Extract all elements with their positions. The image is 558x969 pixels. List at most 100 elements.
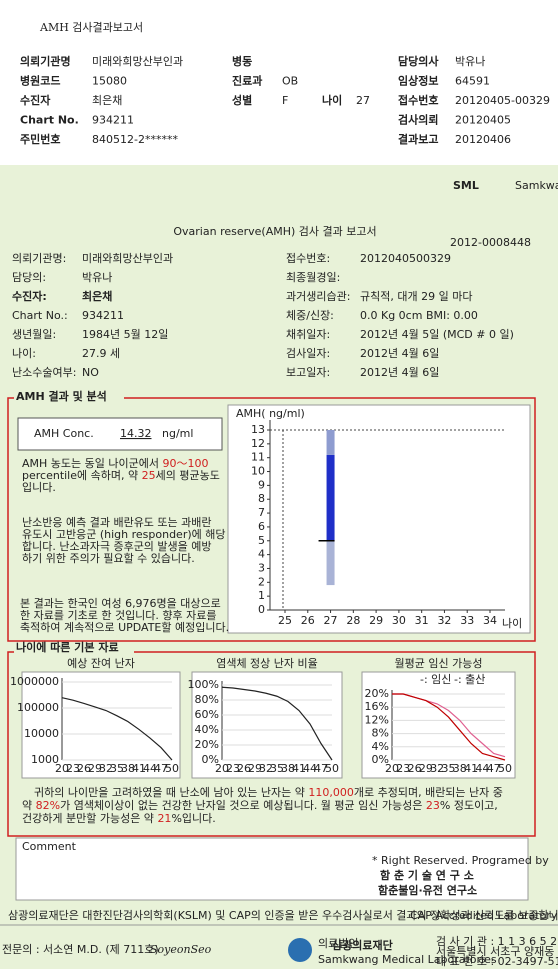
x-tick-label: 26 — [77, 762, 91, 775]
org-en: Samkwang Medical Laboratories — [318, 953, 497, 966]
x-tick-label: 32 — [430, 762, 444, 775]
field-label: 의뢰기관명: — [12, 252, 66, 265]
text-line: 난소반응 예측 결과 배란유도 또는 과배란 — [22, 516, 212, 529]
analysis-box — [7, 397, 536, 642]
legend-entry: -: 임신 — [420, 673, 451, 686]
text-piece: 세의 평균농도 — [156, 469, 220, 482]
field-value: 규칙적, 대개 29 일 마다 — [360, 289, 472, 303]
curve — [61, 697, 173, 761]
y-tick-label: 12% — [365, 713, 389, 726]
field-value: 64591 — [455, 75, 490, 88]
field-label: 결과보고 — [398, 132, 438, 146]
text-piece: 귀하의 나이만을 고려하였을 때 난소에 남아 있는 난자는 약 — [34, 785, 308, 799]
report-title: Ovarian reserve(AMH) 검사 결과 보고서 — [173, 225, 376, 238]
text-line: 하기 위한 주의가 필요할 수 있습니다. — [22, 551, 195, 565]
signature: SoyeonSeo — [150, 943, 212, 956]
heading-bg — [14, 642, 134, 655]
bar-segment — [326, 430, 335, 455]
x-tick-label: 25 — [278, 614, 292, 627]
field-label: 수진자 — [20, 93, 51, 107]
field-value: 27 — [356, 94, 370, 107]
y-tick-label: 10000 — [24, 727, 59, 740]
highlight: 21 — [157, 812, 171, 825]
x-tick-label: 38 — [453, 762, 467, 775]
y-tick-label: 11 — [251, 451, 265, 464]
field-label: 담당의: — [12, 271, 46, 284]
field-label: 최종월경일: — [286, 270, 340, 284]
y-tick-label: 0 — [258, 603, 265, 616]
text-line: 유도시 고반응군 (high responder)에 해당 — [22, 527, 226, 541]
x-tick-label: 50 — [325, 762, 339, 775]
y-tick-label: 100% — [188, 678, 219, 691]
field-label: 과거생리습관: — [286, 290, 350, 303]
text-line: 약 82%가 염색체이상이 없는 건강한 난자일 것으로 예상됩니다. 월 평균… — [22, 798, 498, 812]
y-tick-label: 6 — [258, 520, 265, 533]
text-line: 입니다. — [22, 481, 56, 494]
x-tick-label: 32 — [437, 614, 451, 627]
field-label: 임상정보 — [398, 74, 438, 88]
field-value: 1984년 5월 12일 — [82, 327, 168, 341]
x-tick-label: 41 — [132, 762, 146, 775]
x-tick-label: 34 — [483, 614, 497, 627]
field-label: 나이: — [12, 347, 36, 360]
field-label: 검사일자: — [286, 346, 330, 360]
x-tick-label: 41 — [292, 762, 306, 775]
text-line: 합니다. 난소과자극 증후군의 발생을 예방 — [22, 540, 212, 553]
basic-box — [7, 651, 536, 837]
rights: * Right Reserved. Programed by — [372, 854, 549, 867]
y-tick-label: 5 — [258, 534, 265, 547]
field-label: 체중/신장: — [286, 309, 334, 322]
x-tick-label: 28 — [346, 614, 360, 627]
x-tick-label: 44 — [143, 762, 157, 775]
field-label: 성별 — [232, 93, 252, 107]
y-tick-label: 8% — [372, 727, 389, 740]
conc-box — [17, 417, 223, 451]
x-tick-label: 26 — [237, 762, 251, 775]
text-line: 한 자료를 기초로 한 것입니다. 향후 자료를 — [20, 609, 217, 622]
y-tick-label: 80% — [195, 693, 219, 706]
amh-chart-box — [227, 404, 531, 634]
field-value: OB — [282, 75, 298, 88]
x-tick-label: 29 — [88, 762, 102, 775]
field-value: 최은채 — [92, 94, 122, 107]
field-label: 난소수술여부: — [12, 366, 76, 379]
report-number: 2012-0008448 — [450, 236, 531, 249]
y-tick-label: 13 — [251, 423, 265, 436]
x-tick-label: 23 — [396, 762, 410, 775]
legend-entry: -: 출산 — [454, 673, 485, 686]
title: AMH 검사결과보고서 — [39, 21, 143, 34]
org-info: 대 표 번 호 : 02-3497-5100 — [436, 955, 558, 968]
conc-label: AMH Conc. — [34, 427, 94, 440]
field-value: 20120405 — [455, 114, 511, 127]
x-tick-label: 47 — [154, 762, 168, 775]
x-tick-label: 32 — [99, 762, 113, 775]
org-info: 서울특별시 서초구 양재동 9-60 — [436, 945, 558, 958]
x-tick-label: 35 — [270, 762, 284, 775]
field-label: 병동 — [232, 54, 252, 68]
x-tick-label: 29 — [419, 762, 433, 775]
field-value: 20120405-00329 — [455, 94, 550, 107]
doctor: 전문의 : 서소연 M.D. (제 711호) — [2, 943, 159, 956]
x-tick-label: 20 — [55, 762, 69, 775]
y-tick-label: 20% — [365, 687, 389, 700]
field-value: 박유나 — [82, 271, 112, 284]
x-tick-label: 33 — [460, 614, 474, 627]
x-tick-label: 38 — [121, 762, 135, 775]
x-tick-label: 27 — [324, 614, 338, 627]
x-tick-label: 35 — [442, 762, 456, 775]
mini-chart-title: 월평균 임신 가능성 — [395, 657, 483, 670]
text-line: 축적하여 계속적으로 UPDATE할 예정입니다. — [20, 620, 229, 634]
x-tick-label: 26 — [408, 762, 422, 775]
axis-label: AMH( ng/ml) — [236, 407, 305, 420]
field-value: NO — [82, 366, 99, 379]
field-label: 병원코드 — [20, 74, 60, 88]
y-tick-label: 16% — [365, 700, 389, 713]
text-piece: 약 — [22, 798, 36, 812]
text-line: 본 결과는 한국인 여성 6,976명을 대상으로 — [20, 597, 221, 610]
lab-name: 함춘불임·유전 연구소 — [378, 883, 477, 897]
axis-label: 나이 — [502, 617, 522, 630]
text-piece: percentile에 속하며, 약 — [22, 468, 142, 482]
text-piece: %입니다. — [171, 812, 215, 825]
x-tick-label: 35 — [110, 762, 124, 775]
y-tick-label: 2 — [258, 575, 265, 588]
